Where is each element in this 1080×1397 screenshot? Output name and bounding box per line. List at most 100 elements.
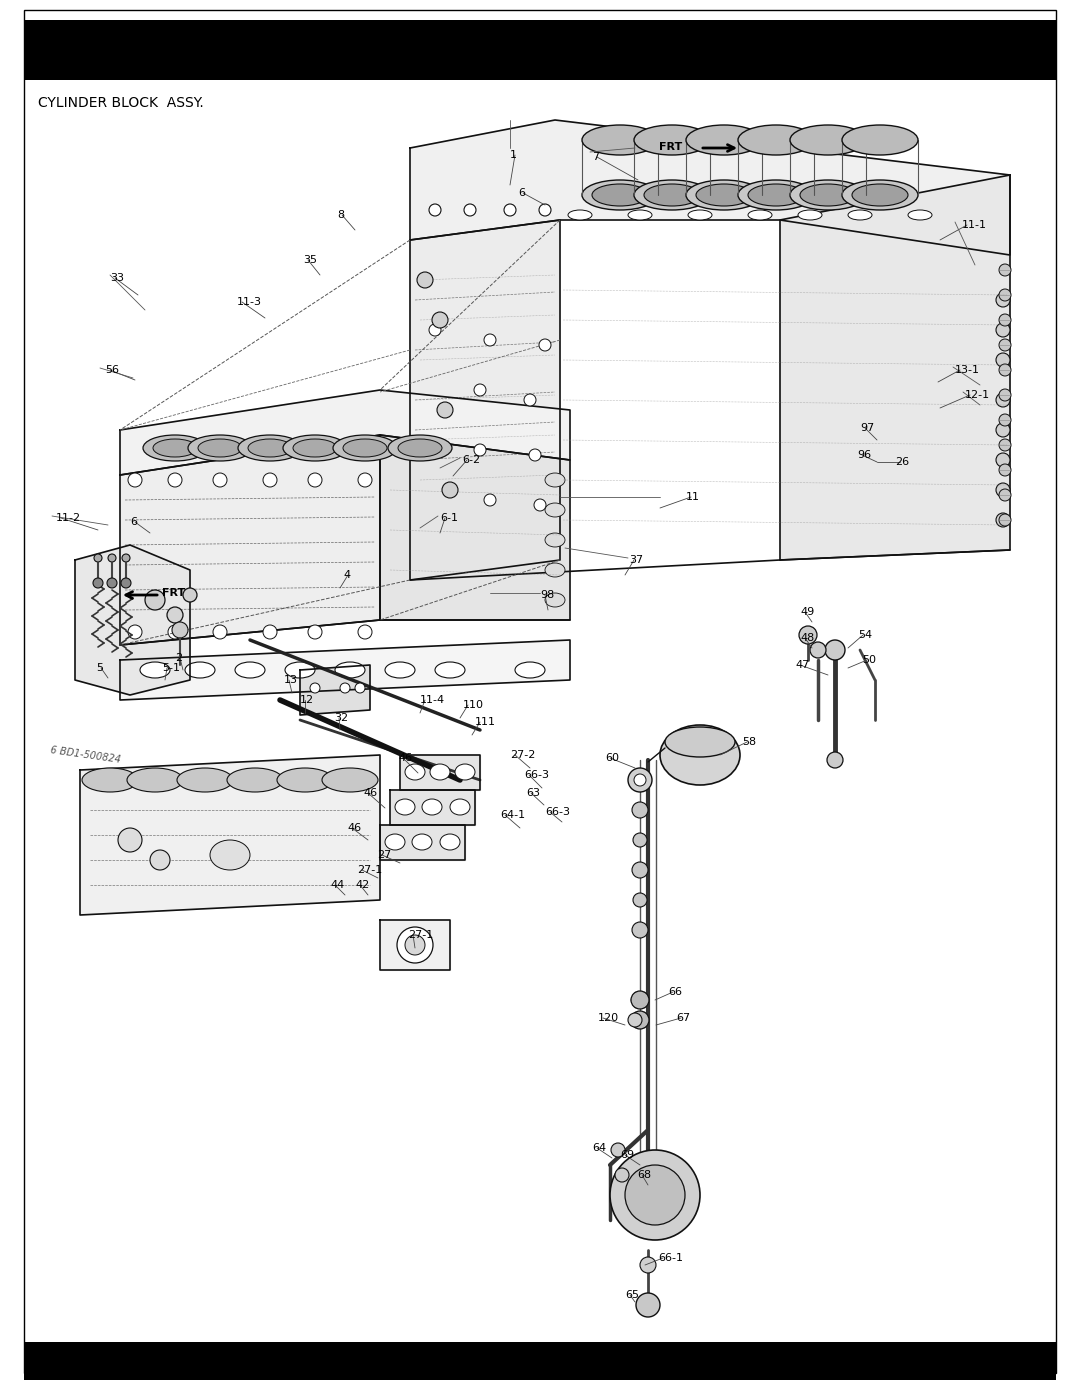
Ellipse shape — [634, 124, 710, 155]
Circle shape — [631, 990, 649, 1009]
Polygon shape — [80, 754, 380, 915]
Ellipse shape — [545, 534, 565, 548]
Circle shape — [122, 555, 130, 562]
Ellipse shape — [627, 210, 652, 219]
Circle shape — [636, 1294, 660, 1317]
Ellipse shape — [198, 439, 242, 457]
Text: 1: 1 — [510, 149, 517, 161]
Ellipse shape — [789, 180, 866, 210]
Polygon shape — [120, 434, 380, 645]
Text: 27: 27 — [377, 849, 391, 861]
Polygon shape — [390, 789, 475, 826]
Ellipse shape — [153, 439, 197, 457]
Circle shape — [539, 339, 551, 351]
Ellipse shape — [399, 439, 442, 457]
Circle shape — [631, 1011, 649, 1030]
Polygon shape — [400, 754, 480, 789]
Text: 120: 120 — [598, 1013, 619, 1023]
Ellipse shape — [545, 592, 565, 608]
Polygon shape — [120, 640, 570, 700]
Ellipse shape — [789, 124, 866, 155]
Circle shape — [355, 683, 365, 693]
Ellipse shape — [177, 768, 233, 792]
Text: 64: 64 — [592, 1143, 606, 1153]
Circle shape — [437, 402, 453, 418]
Ellipse shape — [634, 180, 710, 210]
Ellipse shape — [335, 662, 365, 678]
Text: 44: 44 — [330, 880, 345, 890]
Ellipse shape — [238, 434, 302, 461]
Ellipse shape — [842, 180, 918, 210]
Ellipse shape — [405, 764, 426, 780]
Text: 27-2: 27-2 — [510, 750, 536, 760]
Text: 7: 7 — [592, 152, 599, 162]
Circle shape — [627, 1013, 642, 1027]
Ellipse shape — [696, 184, 752, 205]
Ellipse shape — [127, 768, 183, 792]
Ellipse shape — [388, 434, 453, 461]
Text: 11-1: 11-1 — [962, 219, 987, 231]
Ellipse shape — [285, 662, 315, 678]
Circle shape — [183, 588, 197, 602]
Text: FRT: FRT — [659, 142, 681, 152]
Circle shape — [999, 365, 1011, 376]
Ellipse shape — [293, 439, 337, 457]
Circle shape — [417, 272, 433, 288]
Circle shape — [996, 353, 1010, 367]
Circle shape — [615, 1168, 629, 1182]
Ellipse shape — [545, 474, 565, 488]
Circle shape — [810, 643, 826, 658]
Circle shape — [996, 513, 1010, 527]
Text: 110: 110 — [463, 700, 484, 710]
Polygon shape — [75, 545, 190, 694]
Circle shape — [310, 683, 320, 693]
Circle shape — [625, 1165, 685, 1225]
Circle shape — [93, 578, 103, 588]
Circle shape — [474, 444, 486, 455]
Ellipse shape — [644, 184, 700, 205]
Circle shape — [108, 555, 116, 562]
Text: 66-3: 66-3 — [545, 807, 570, 817]
Text: 54: 54 — [858, 630, 873, 640]
Text: 6 BD1-500824: 6 BD1-500824 — [50, 745, 122, 766]
Text: 35: 35 — [303, 256, 318, 265]
Text: 5: 5 — [96, 664, 103, 673]
Text: 46: 46 — [363, 788, 377, 798]
Circle shape — [534, 499, 546, 511]
Ellipse shape — [384, 662, 415, 678]
Circle shape — [213, 624, 227, 638]
Ellipse shape — [748, 210, 772, 219]
Circle shape — [825, 640, 845, 659]
Circle shape — [996, 453, 1010, 467]
Circle shape — [999, 314, 1011, 326]
Text: 49: 49 — [800, 608, 814, 617]
Circle shape — [999, 388, 1011, 401]
Text: 27-1: 27-1 — [408, 930, 433, 940]
Bar — [24, 20, 1056, 80]
Polygon shape — [631, 1013, 649, 1028]
Ellipse shape — [210, 840, 249, 870]
Polygon shape — [380, 921, 450, 970]
Text: 11-2: 11-2 — [56, 513, 81, 522]
Circle shape — [627, 768, 652, 792]
Circle shape — [999, 289, 1011, 300]
Circle shape — [610, 1150, 700, 1241]
Polygon shape — [410, 120, 1010, 256]
Ellipse shape — [582, 180, 658, 210]
Text: 12-1: 12-1 — [966, 390, 990, 400]
Circle shape — [167, 608, 183, 623]
Text: 46: 46 — [399, 753, 413, 763]
Text: 111: 111 — [475, 717, 496, 726]
Text: 67: 67 — [676, 1013, 690, 1023]
Circle shape — [129, 474, 141, 488]
Circle shape — [633, 893, 647, 907]
Ellipse shape — [435, 662, 465, 678]
Circle shape — [308, 624, 322, 638]
Ellipse shape — [322, 768, 378, 792]
Circle shape — [474, 384, 486, 395]
Circle shape — [611, 1143, 625, 1157]
Circle shape — [168, 624, 183, 638]
Text: 6-2: 6-2 — [462, 455, 481, 465]
Circle shape — [432, 312, 448, 328]
Circle shape — [999, 414, 1011, 426]
